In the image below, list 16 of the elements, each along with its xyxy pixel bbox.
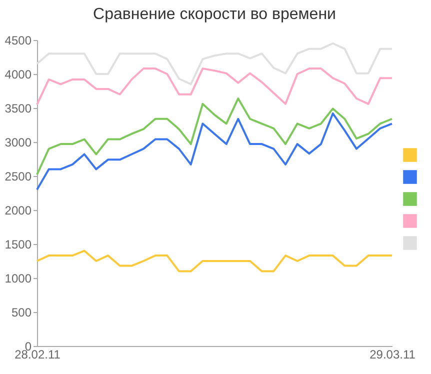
line-series bbox=[36, 250, 393, 272]
y-tick-label: 1000 bbox=[4, 272, 32, 286]
chart-title: Сравнение скорости во времени bbox=[93, 6, 336, 23]
y-tick-label: 4000 bbox=[4, 68, 32, 82]
y-tick-label: 2000 bbox=[4, 204, 32, 218]
line-series bbox=[36, 112, 393, 191]
line-series bbox=[36, 68, 393, 106]
x-tick-label: 29.03.11 bbox=[370, 348, 416, 362]
y-tick-label: 2500 bbox=[4, 170, 32, 184]
line-series bbox=[36, 42, 393, 86]
y-tick-label: 4500 bbox=[4, 34, 32, 48]
y-tick-label: 3000 bbox=[4, 136, 32, 150]
y-tick-label: 500 bbox=[11, 306, 32, 320]
y-tick-label: 3500 bbox=[4, 102, 32, 116]
y-tick-label: 1500 bbox=[4, 238, 32, 252]
line-series bbox=[36, 97, 393, 176]
